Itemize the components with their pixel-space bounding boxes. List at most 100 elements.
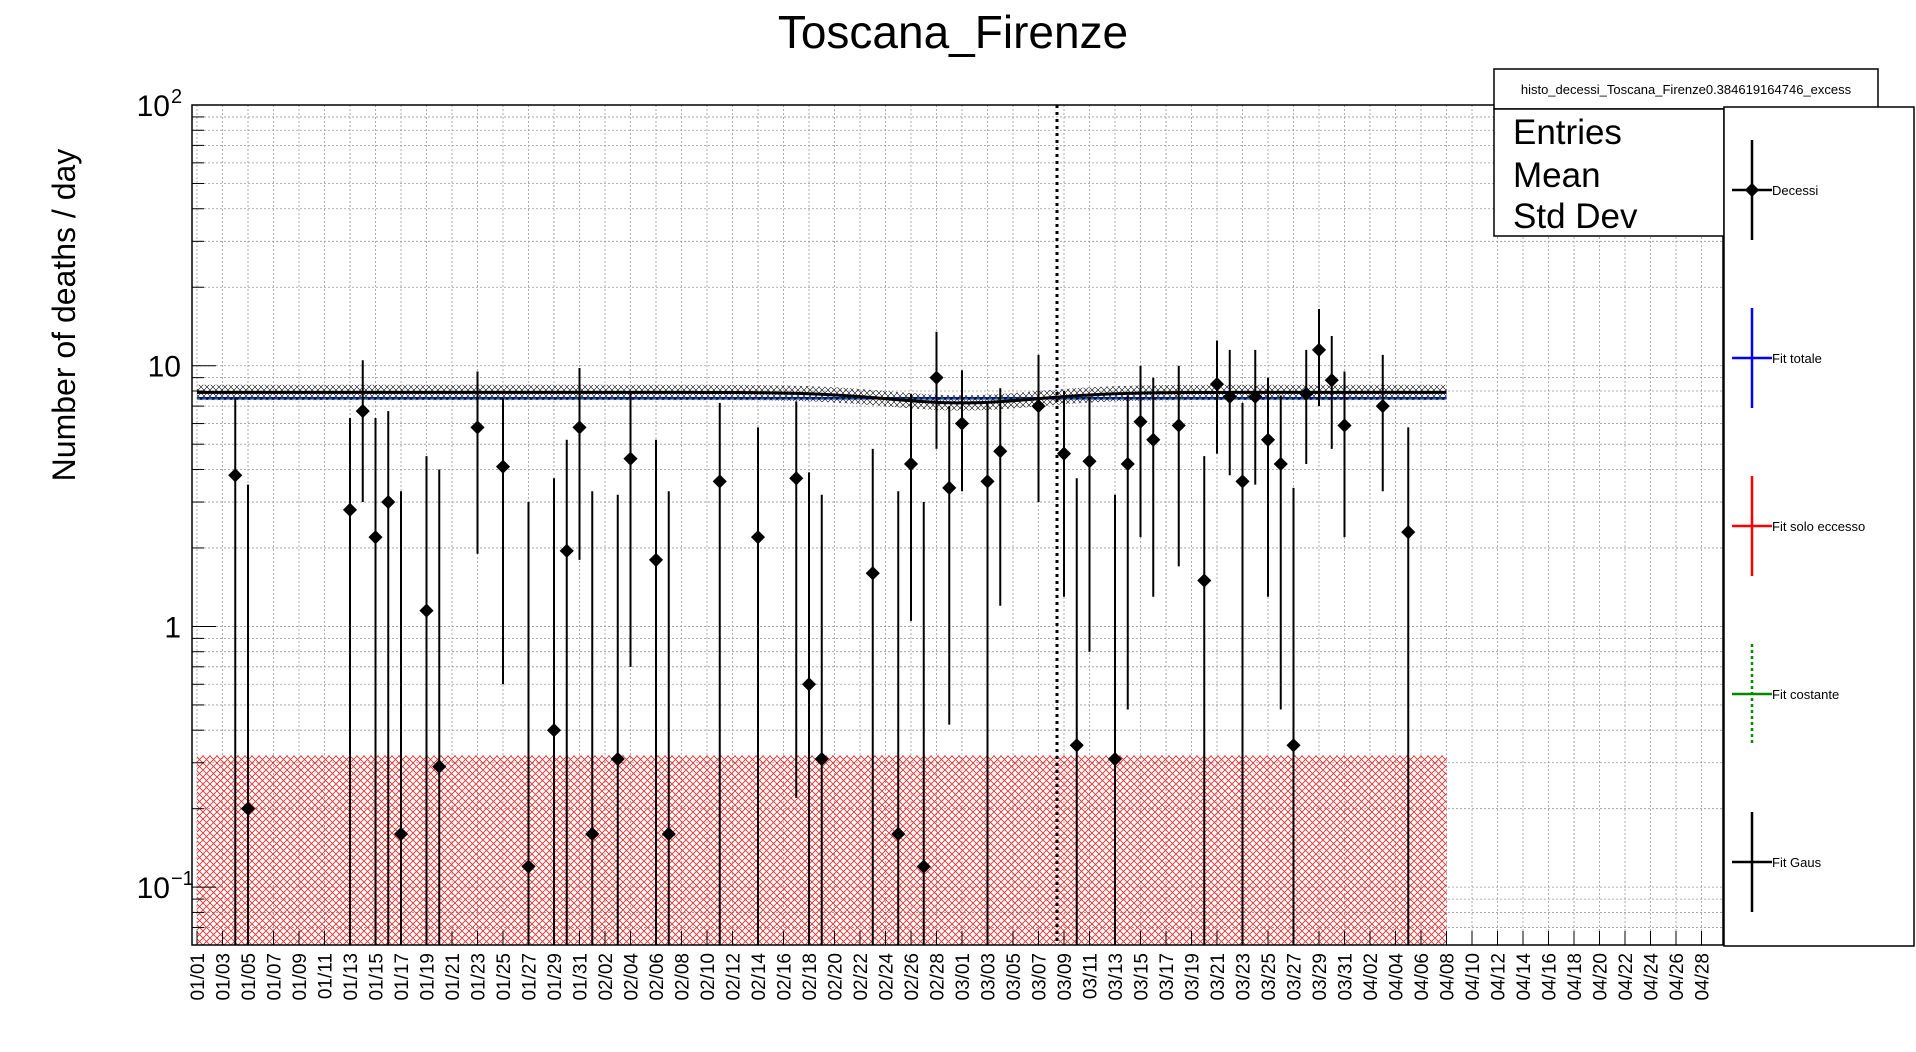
data-point [993,444,1008,459]
x-tick-label: 01/29 [545,953,566,1001]
data-point [228,468,243,483]
x-tick-label: 03/15 [1132,953,1153,1001]
y-tick-label: 10 [137,90,170,123]
stats-box: histo_decessi_Toscana_Firenze0.384619164… [1493,68,1879,237]
x-tick-label: 02/08 [673,953,694,1001]
legend-label: Fit solo eccesso [1772,519,1865,534]
x-axis: 01/01 01/03 01/05 01/07 01/09 01/11 01/13 01/15… [188,931,1714,1001]
x-tick-label: 01/27 [520,953,541,1001]
data-point [1401,525,1416,540]
x-tick-label: 04/04 [1387,953,1408,1001]
legend-label: Fit Gaus [1772,855,1822,870]
x-tick-label: 02/22 [851,953,872,1001]
x-tick-label: 01/07 [265,953,286,1001]
data-point [1222,389,1237,404]
data-points [228,309,1416,945]
data-point [559,543,574,558]
stats-mean-label: Mean [1513,156,1601,195]
stats-stddev-label: Std Dev [1513,197,1638,236]
y-tick-exponent: −1 [171,868,194,890]
data-point [240,801,256,816]
data-point [1120,456,1135,472]
data-point [1082,454,1097,469]
data-point [1235,474,1250,489]
data-point [1273,456,1288,472]
data-point [750,530,766,545]
data-point [1146,432,1161,447]
legend-label: Decessi [1772,183,1818,198]
x-tick-label: 02/24 [877,953,898,1001]
legend-marker [1744,182,1760,198]
data-point [1311,342,1327,357]
fit-gaus-line [197,390,1447,405]
data-point [419,603,434,618]
data-point [1197,573,1212,588]
legend: Decessi Fit totale Fit solo eccesso Fit cos… [1723,106,1915,947]
data-point [1299,386,1314,401]
data-point [355,403,370,419]
fit-curves [197,384,1447,411]
data-point [954,416,970,431]
x-tick-label: 02/10 [698,953,719,1001]
data-point [865,566,880,581]
x-tick-label: 04/10 [1463,953,1484,1001]
x-tick-label: 01/01 [188,953,209,1001]
x-tick-label: 03/11 [1081,953,1102,999]
data-point [1286,738,1301,753]
x-tick-label: 03/07 [1030,953,1051,1001]
x-tick-label: 03/19 [1183,953,1204,1001]
x-tick-label: 01/03 [214,953,235,1001]
stats-box-title: histo_decessi_Toscana_Firenze0.384619164… [1521,82,1852,97]
data-point [942,480,957,495]
data-point [342,502,358,517]
x-tick-label: 03/13 [1106,953,1127,1001]
data-point [1031,399,1046,414]
data-point [1260,432,1276,447]
data-point [1209,377,1225,392]
x-tick-label: 03/23 [1234,953,1255,1001]
x-tick-label: 04/12 [1489,953,1510,1001]
data-point [789,471,804,486]
data-point [1107,751,1123,767]
x-tick-label: 04/18 [1565,953,1586,1001]
x-tick-label: 02/28 [928,953,949,1001]
x-tick-label: 04/24 [1642,953,1663,1001]
x-tick-label: 04/14 [1514,953,1535,1001]
data-point [1324,373,1339,388]
x-tick-label: 02/26 [902,953,923,1001]
data-point [610,751,625,767]
data-point [801,677,817,692]
x-tick-label: 02/18 [800,953,821,1001]
x-tick-label: 02/06 [647,953,668,1001]
data-point [432,759,447,774]
x-tick-label: 01/09 [290,953,311,1001]
data-point [381,494,396,510]
data-point [1056,446,1072,461]
data-point [903,456,919,472]
data-point [572,420,587,435]
x-tick-label: 01/11 [316,953,337,999]
legend-label: Fit totale [1772,351,1822,366]
data-point [546,723,562,738]
data-point [1337,418,1352,433]
y-tick-label: 1 [164,611,181,644]
data-point [1069,738,1084,753]
data-point [623,451,638,466]
data-point [368,530,383,545]
data-point [814,751,829,767]
data-point [585,826,600,842]
data-point [712,474,727,489]
x-tick-label: 01/17 [392,953,413,1001]
x-tick-label: 02/16 [775,953,796,1001]
x-tick-label: 04/08 [1438,953,1459,1001]
data-point [1248,389,1263,404]
x-tick-label: 02/04 [622,953,643,1001]
x-tick-label: 01/13 [341,953,362,1001]
x-tick-label: 04/28 [1693,953,1714,1001]
y-axis-label: Number of deaths / day [46,149,82,482]
x-tick-label: 03/09 [1055,953,1076,1001]
data-point [916,859,931,874]
plot-frame [191,104,1724,946]
chart-title: Toscana_Firenze [778,6,1128,58]
